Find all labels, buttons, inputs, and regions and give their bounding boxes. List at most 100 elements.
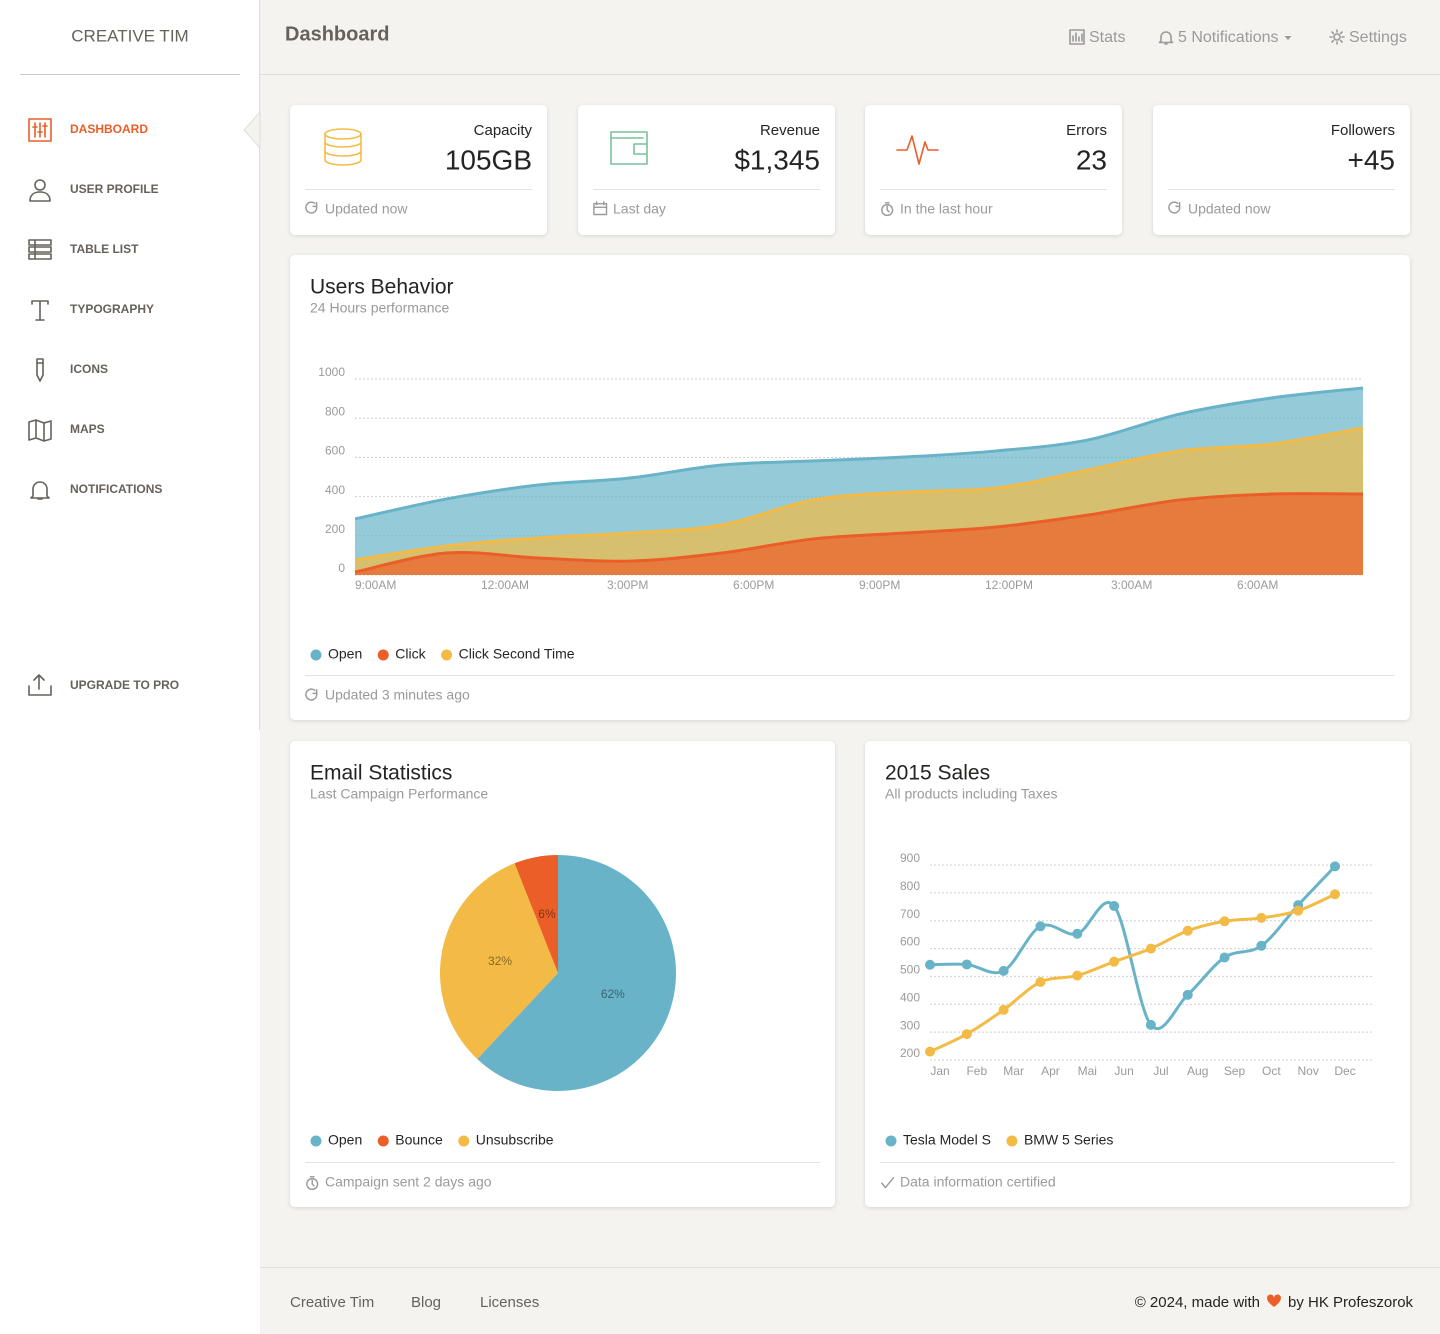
stat-value: 23 — [1076, 144, 1107, 175]
footer-link[interactable]: Blog — [411, 1294, 441, 1311]
nav-item[interactable]: MAPS — [70, 422, 105, 436]
point — [1145, 1019, 1156, 1030]
point — [1182, 925, 1193, 936]
y-tick-label: 800 — [900, 879, 920, 893]
chart-card — [865, 741, 1410, 1207]
legend-label: Click — [395, 646, 426, 662]
nav-icon — [28, 239, 52, 260]
card-footer: Updated 3 minutes ago — [325, 687, 470, 703]
nav-item[interactable]: TABLE LIST — [70, 242, 139, 256]
x-tick-label: Oct — [1262, 1064, 1281, 1078]
x-tick-label: Mai — [1078, 1064, 1097, 1078]
stat-footer-icon — [593, 201, 608, 216]
point — [1109, 956, 1120, 967]
stat-card — [865, 105, 1122, 235]
stat-footer-icon — [1168, 201, 1181, 214]
pie-slice — [514, 855, 558, 973]
legend-dot — [458, 1135, 470, 1147]
stat-icon — [896, 135, 939, 165]
author: by HK Profeszorok — [1288, 1294, 1414, 1311]
legend-dot — [1006, 1135, 1018, 1147]
point — [998, 965, 1009, 976]
active-notch — [243, 110, 261, 150]
y-tick-label: 200 — [900, 1046, 920, 1060]
stat-label: Errors — [1066, 122, 1107, 139]
legend-dot — [377, 1135, 389, 1147]
stat-label: Followers — [1331, 122, 1395, 139]
point — [1035, 977, 1046, 987]
x-tick-label: Sep — [1224, 1064, 1246, 1078]
point — [961, 1029, 972, 1040]
chart-title: Email Statistics — [310, 762, 452, 785]
y-tick-label: 1000 — [318, 365, 345, 379]
stat-footer: Updated now — [325, 201, 408, 217]
card-footer-icon — [881, 1176, 895, 1189]
legend-label: Bounce — [395, 1132, 443, 1148]
stat-footer-icon — [305, 201, 318, 214]
nav-item[interactable]: DASHBOARD — [70, 122, 148, 136]
card-footer: Data information certified — [900, 1174, 1056, 1190]
card-footer-icon — [305, 688, 318, 701]
point — [1219, 916, 1230, 927]
point — [1293, 905, 1304, 916]
upgrade-link[interactable]: UPGRADE TO PRO — [70, 678, 179, 692]
point — [1219, 952, 1230, 963]
legend-label: Open — [328, 646, 362, 662]
sidebar — [0, 0, 260, 1334]
point — [1072, 970, 1083, 981]
nav-item[interactable]: USER PROFILE — [70, 182, 159, 196]
nav-icon — [28, 419, 52, 442]
pie-label: 32% — [488, 954, 512, 968]
nav-item[interactable]: ICONS — [70, 362, 108, 376]
upgrade-icon — [28, 674, 52, 696]
y-tick-label: 700 — [900, 907, 920, 921]
brand[interactable]: CREATIVE TIM — [71, 26, 188, 45]
navbar-link[interactable]: Stats — [1089, 29, 1125, 46]
y-tick-label: 300 — [900, 1018, 920, 1032]
legend-label: Tesla Model S — [903, 1132, 991, 1148]
point — [998, 1004, 1009, 1015]
x-tick-label: 9:00AM — [355, 578, 396, 592]
y-tick-label: 0 — [338, 561, 345, 575]
chart-subtitle: All products including Taxes — [885, 786, 1058, 802]
nav-icon — [30, 481, 50, 500]
point — [925, 959, 935, 970]
stat-card — [1153, 105, 1410, 235]
area — [355, 493, 1363, 575]
y-tick-label: 400 — [900, 990, 920, 1004]
card-footer: Campaign sent 2 days ago — [325, 1174, 492, 1190]
x-tick-label: Jul — [1153, 1064, 1168, 1078]
stat-footer: In the last hour — [900, 201, 993, 217]
nav-icon — [29, 179, 51, 202]
card-footer-icon — [306, 1176, 319, 1191]
navbar-link[interactable]: 5 Notifications — [1178, 29, 1279, 46]
nav-item[interactable]: TYPOGRAPHY — [70, 302, 154, 316]
legend-label: Click Second Time — [459, 646, 575, 662]
navbar-title: Dashboard — [285, 23, 389, 45]
footer-link[interactable]: Creative Tim — [290, 1294, 374, 1311]
area-line — [354, 386, 1364, 521]
nav-item[interactable]: NOTIFICATIONS — [70, 482, 162, 496]
x-tick-label: 6:00AM — [1237, 578, 1278, 592]
legend-dot — [310, 1135, 322, 1147]
point — [925, 1046, 935, 1057]
point — [1330, 889, 1340, 900]
navbar-link[interactable]: Settings — [1349, 29, 1407, 46]
x-tick-label: 12:00AM — [481, 578, 529, 592]
y-tick-label: 600 — [900, 935, 920, 949]
navbar-icon — [1069, 29, 1085, 45]
x-tick-label: 3:00PM — [607, 578, 648, 592]
chart-subtitle: 24 Hours performance — [310, 300, 450, 316]
stat-footer-icon — [881, 202, 894, 217]
point — [1256, 940, 1267, 951]
footer-link[interactable]: Licenses — [480, 1294, 539, 1311]
area-line — [354, 492, 1364, 574]
stat-footer: Updated now — [1188, 201, 1271, 217]
legend-dot — [885, 1135, 897, 1147]
nav-icon — [28, 118, 52, 142]
x-tick-label: 9:00PM — [859, 578, 900, 592]
y-tick-label: 400 — [325, 483, 345, 497]
chart-title: Users Behavior — [310, 276, 454, 299]
